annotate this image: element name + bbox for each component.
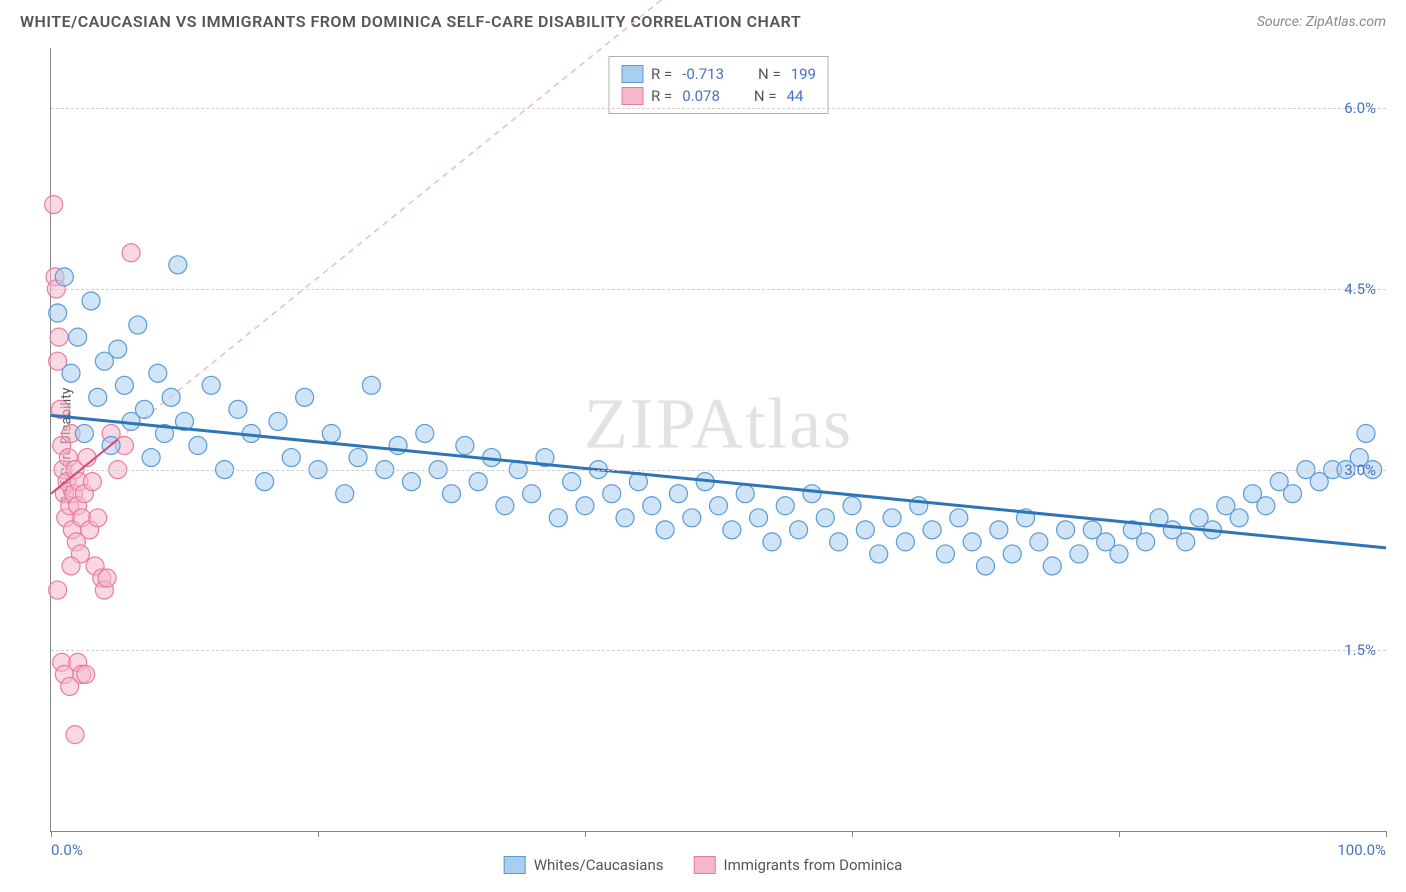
y-tick-label: 3.0% — [1344, 461, 1376, 479]
legend-item-pink: Immigrants from Dominica — [694, 856, 903, 874]
gridline — [51, 470, 1386, 471]
chart-header: WHITE/CAUCASIAN VS IMMIGRANTS FROM DOMIN… — [0, 0, 1406, 39]
swatch-blue — [621, 65, 643, 83]
y-tick-label: 6.0% — [1344, 99, 1376, 117]
legend-row-blue: R = -0.713 N = 199 — [621, 63, 816, 85]
legend-label-pink: Immigrants from Dominica — [724, 856, 903, 874]
y-tick-label: 1.5% — [1344, 641, 1376, 659]
source-label: Source: ZipAtlas.com — [1257, 14, 1386, 30]
x-tick — [585, 831, 586, 837]
n-label: N = — [754, 87, 777, 105]
x-tick — [318, 831, 319, 837]
legend-label-blue: Whites/Caucasians — [534, 856, 664, 874]
x-tick — [852, 831, 853, 837]
swatch-pink — [621, 87, 643, 105]
r-value-blue: -0.713 — [682, 65, 724, 83]
r-label: R = — [651, 87, 672, 105]
y-tick-label: 4.5% — [1344, 280, 1376, 298]
legend-row-pink: R = 0.078 N = 44 — [621, 85, 816, 107]
correlation-legend: R = -0.713 N = 199 R = 0.078 N = 44 — [608, 56, 829, 114]
r-value-pink: 0.078 — [682, 87, 720, 105]
swatch-blue — [504, 856, 526, 874]
chart-area: ZIPAtlas R = -0.713 N = 199 R = 0.078 N … — [50, 48, 1386, 832]
legend-item-blue: Whites/Caucasians — [504, 856, 664, 874]
x-axis-min: 0.0% — [51, 841, 83, 859]
n-value-pink: 44 — [787, 87, 804, 105]
n-label: N = — [758, 65, 781, 83]
x-axis-max: 100.0% — [1337, 841, 1386, 859]
swatch-pink — [694, 856, 716, 874]
gridline — [51, 650, 1386, 651]
series-legend: Whites/Caucasians Immigrants from Domini… — [504, 856, 903, 874]
r-label: R = — [651, 65, 672, 83]
chart-title: WHITE/CAUCASIAN VS IMMIGRANTS FROM DOMIN… — [20, 12, 801, 31]
gridline — [51, 108, 1386, 109]
n-value-blue: 199 — [791, 65, 816, 83]
x-tick — [51, 831, 52, 837]
plot-svg — [51, 48, 1386, 831]
x-tick — [1386, 831, 1387, 837]
x-tick — [1119, 831, 1120, 837]
gridline — [51, 289, 1386, 290]
